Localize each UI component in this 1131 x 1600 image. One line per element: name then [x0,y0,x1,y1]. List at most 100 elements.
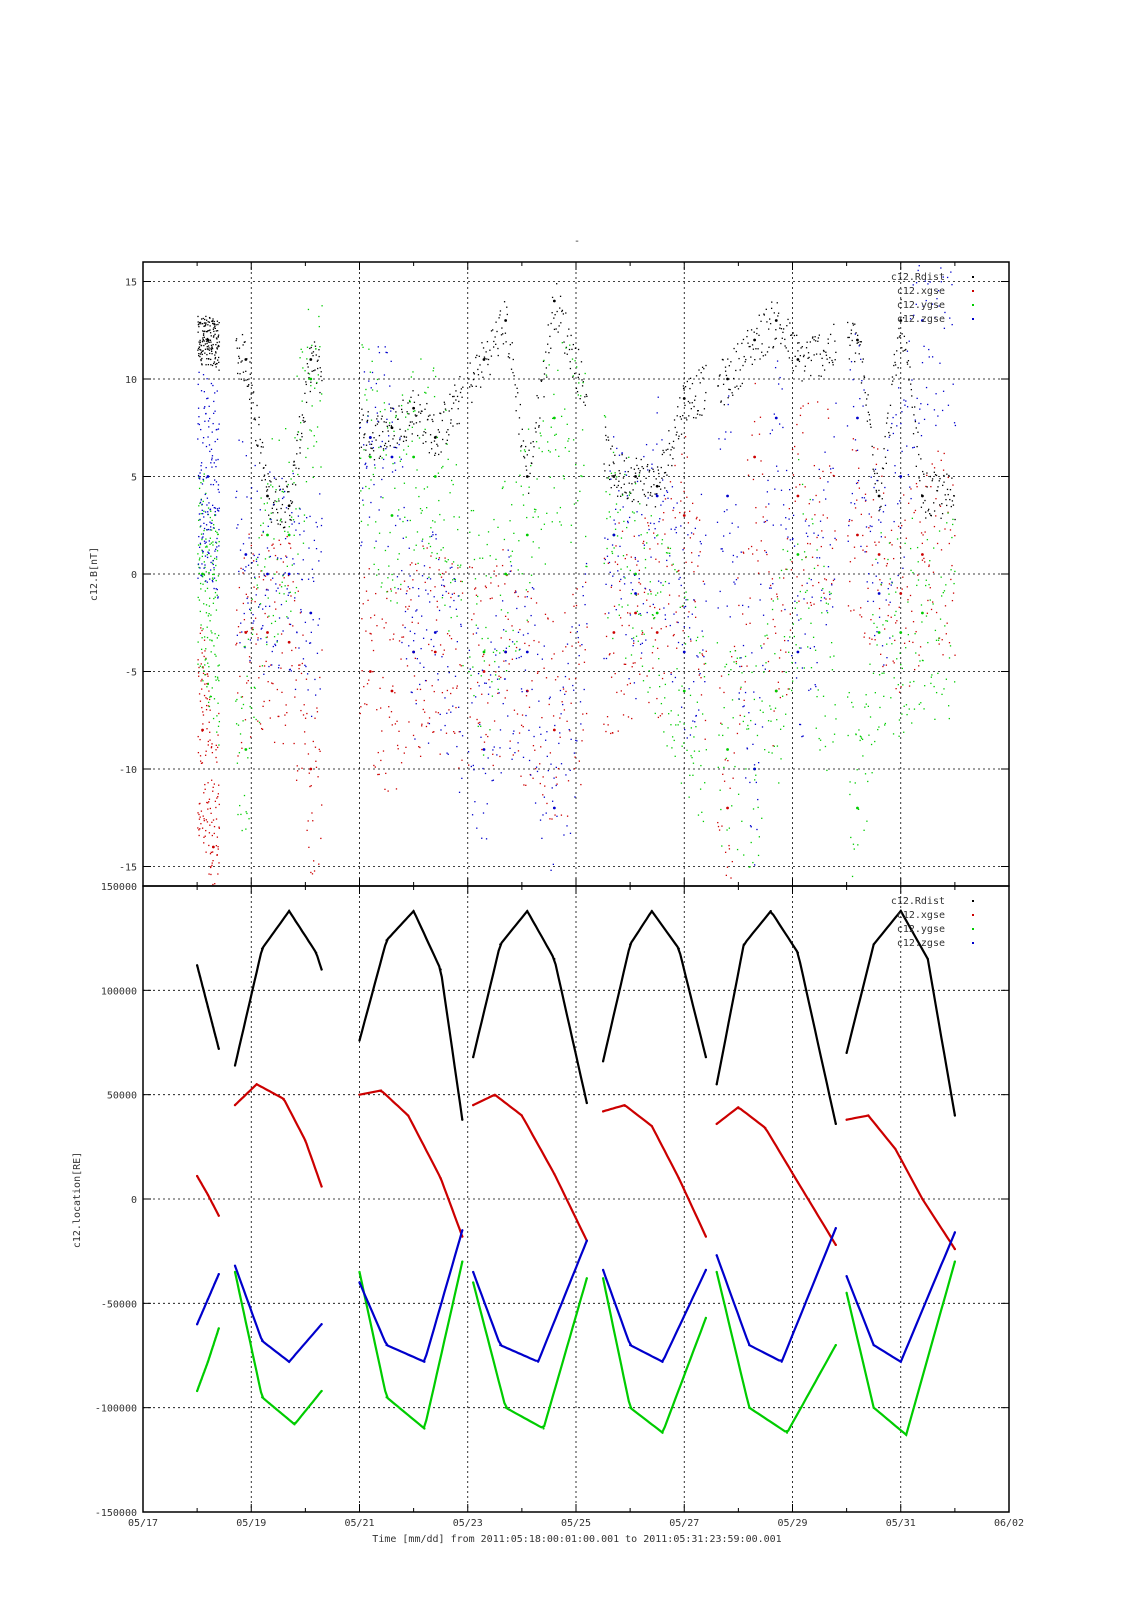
data-point [259,665,261,668]
data-point [206,686,208,688]
data-point [570,524,573,526]
data-point [542,776,544,778]
data-point [666,565,668,568]
data-point [415,703,417,705]
data-point [893,677,895,679]
data-point [471,401,473,404]
data-point [249,609,252,611]
data-point [689,377,692,380]
data-point [630,492,632,494]
data-point [215,459,217,461]
data-point [318,618,321,620]
data-point [204,542,206,544]
data-point [941,639,943,641]
data-point [206,337,209,340]
data-point [747,548,750,550]
data-point [929,513,931,515]
data-point [556,815,558,817]
data-point [860,607,862,609]
data-point [530,614,532,617]
data-point [480,600,482,602]
data-point [241,631,243,633]
data-point [560,415,563,418]
data-point [874,483,876,485]
data-point [365,630,367,632]
data-point [538,424,540,427]
data-point [211,457,213,459]
data-point [197,331,199,333]
data-point [810,604,812,606]
data-point [760,460,762,462]
data-point [197,349,199,351]
data-point [734,765,736,768]
data-point [643,544,646,546]
data-point [552,620,554,623]
x-axis: 05/17 05/19 05/21 05/23 05/25 05/27 05/29 05/31… [128,262,1024,1529]
data-point [300,432,303,435]
data-point [954,518,956,521]
data-point [212,541,214,543]
data-point [782,504,785,506]
data-point [885,565,888,567]
data-point [616,691,618,694]
data-point [935,611,938,614]
data-point [363,444,365,446]
data-point [796,494,800,498]
data-point [905,647,907,649]
data-point [482,670,486,673]
data-point [809,601,812,604]
data-point [292,581,294,583]
data-point [461,1229,464,1232]
data-point [364,394,366,396]
data-point [295,779,298,781]
data-point [473,613,475,615]
data-point [260,628,262,630]
data-point [607,617,609,619]
data-point [755,522,757,524]
data-point [937,450,939,452]
data-point [237,626,240,628]
data-point [872,943,875,946]
data-point [361,408,363,410]
data-point [798,360,801,363]
data-point [209,417,211,420]
data-point [208,605,211,607]
data-point [475,624,477,626]
data-point [375,382,378,385]
data-point [921,611,924,615]
data-point [910,488,912,490]
data-point [569,769,571,771]
data-point [461,735,464,737]
data-point [239,675,241,678]
data-point [766,634,768,636]
data-point [437,673,439,675]
data-point [437,445,439,447]
data-point [621,452,624,454]
data-point [703,408,706,410]
data-point [444,724,446,727]
data-point [740,686,742,688]
data-point [208,698,211,701]
data-point [663,512,665,514]
data-point [817,689,819,691]
data-point [305,481,308,483]
data-point [754,864,756,866]
data-point [201,629,203,632]
data-point [689,638,692,640]
data-point [878,510,880,512]
data-point [801,559,803,561]
data-point [518,649,521,651]
data-point [750,841,752,844]
data-point [740,665,743,668]
data-point [812,499,814,501]
data-point [199,700,202,702]
data-point [361,670,363,672]
data-point [723,404,725,406]
data-point [199,339,201,342]
data-point [216,531,218,534]
data-point [459,664,461,666]
data-point [910,569,912,572]
data-point [293,460,295,463]
data-point [617,555,619,557]
data-point [646,611,648,614]
